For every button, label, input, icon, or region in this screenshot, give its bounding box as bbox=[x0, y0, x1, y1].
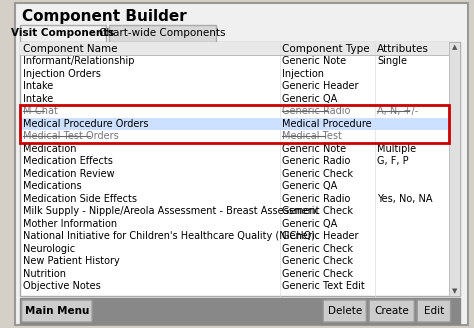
Text: Generic Note: Generic Note bbox=[282, 56, 346, 66]
Text: Milk Supply - Nipple/Areola Assessment - Breast Assessment: Milk Supply - Nipple/Areola Assessment -… bbox=[23, 206, 319, 216]
Text: Medical Procedure Orders: Medical Procedure Orders bbox=[23, 119, 148, 129]
Text: ▼: ▼ bbox=[452, 288, 457, 294]
Text: Nutrition: Nutrition bbox=[23, 269, 65, 279]
Text: Delete: Delete bbox=[328, 306, 362, 316]
FancyBboxPatch shape bbox=[323, 300, 366, 322]
Text: Medical Test Orders: Medical Test Orders bbox=[23, 131, 118, 141]
Text: Generic Check: Generic Check bbox=[282, 206, 353, 216]
Text: Generic Radio: Generic Radio bbox=[282, 156, 350, 166]
Text: National Initiative for Children's Healthcare Quality (NICHQ).: National Initiative for Children's Healt… bbox=[23, 231, 318, 241]
Text: Generic QA: Generic QA bbox=[282, 94, 337, 104]
Text: Generic Check: Generic Check bbox=[282, 269, 353, 279]
Bar bbox=[19, 42, 448, 55]
Text: Informant/Relationship: Informant/Relationship bbox=[23, 56, 134, 66]
Bar bbox=[19, 298, 460, 324]
Text: Edit: Edit bbox=[424, 306, 444, 316]
Text: Visit Components: Visit Components bbox=[11, 29, 114, 38]
Text: Medical Procedure: Medical Procedure bbox=[282, 119, 372, 129]
Text: Attributes: Attributes bbox=[377, 44, 429, 53]
Text: Main Menu: Main Menu bbox=[25, 306, 89, 316]
FancyBboxPatch shape bbox=[417, 300, 450, 322]
Bar bbox=[19, 105, 448, 142]
Text: G, F, P: G, F, P bbox=[377, 156, 409, 166]
Text: Medications: Medications bbox=[23, 181, 81, 191]
Text: Generic Text Edit: Generic Text Edit bbox=[282, 281, 365, 291]
Text: Generic QA: Generic QA bbox=[282, 219, 337, 229]
Text: Neurologic: Neurologic bbox=[23, 244, 75, 254]
Text: Objective Notes: Objective Notes bbox=[23, 281, 100, 291]
Text: Generic Check: Generic Check bbox=[282, 256, 353, 266]
Text: Component Type: Component Type bbox=[282, 44, 370, 53]
Text: Generic Note: Generic Note bbox=[282, 144, 346, 154]
Text: Component Builder: Component Builder bbox=[22, 10, 186, 25]
Text: Injection Orders: Injection Orders bbox=[23, 69, 100, 79]
Text: Generic Header: Generic Header bbox=[282, 231, 358, 241]
Text: Generic Radio: Generic Radio bbox=[282, 106, 350, 116]
Bar bbox=[448, 42, 460, 296]
Text: Injection: Injection bbox=[282, 69, 324, 79]
Bar bbox=[19, 25, 106, 42]
FancyBboxPatch shape bbox=[22, 300, 92, 322]
Text: Yes, No, NA: Yes, No, NA bbox=[377, 194, 433, 204]
Bar bbox=[109, 25, 217, 42]
Text: Intake: Intake bbox=[23, 81, 53, 91]
FancyBboxPatch shape bbox=[369, 300, 414, 322]
Text: New Patient History: New Patient History bbox=[23, 256, 119, 266]
Text: Generic Check: Generic Check bbox=[282, 244, 353, 254]
Text: Single: Single bbox=[377, 56, 407, 66]
Text: Medication Side Effects: Medication Side Effects bbox=[23, 194, 137, 204]
Text: Medical Test: Medical Test bbox=[282, 131, 342, 141]
Text: Generic QA: Generic QA bbox=[282, 181, 337, 191]
Text: Multiple: Multiple bbox=[377, 144, 416, 154]
Text: Intake: Intake bbox=[23, 94, 53, 104]
Text: ▲: ▲ bbox=[452, 44, 457, 50]
Text: Generic Check: Generic Check bbox=[282, 169, 353, 179]
Text: Generic Radio: Generic Radio bbox=[282, 194, 350, 204]
Text: A, N, +/-: A, N, +/- bbox=[377, 106, 418, 116]
Text: Mother Information: Mother Information bbox=[23, 219, 117, 229]
Text: Create: Create bbox=[374, 306, 409, 316]
Text: Medication Review: Medication Review bbox=[23, 169, 114, 179]
Text: Component Name: Component Name bbox=[23, 44, 117, 53]
Text: Medication: Medication bbox=[23, 144, 76, 154]
Text: Medication Effects: Medication Effects bbox=[23, 156, 112, 166]
Text: M-Chat: M-Chat bbox=[23, 106, 57, 116]
Text: Chart-wide Components: Chart-wide Components bbox=[100, 29, 226, 38]
Bar bbox=[19, 117, 448, 130]
Bar bbox=[19, 42, 460, 296]
Text: Generic Header: Generic Header bbox=[282, 81, 358, 91]
